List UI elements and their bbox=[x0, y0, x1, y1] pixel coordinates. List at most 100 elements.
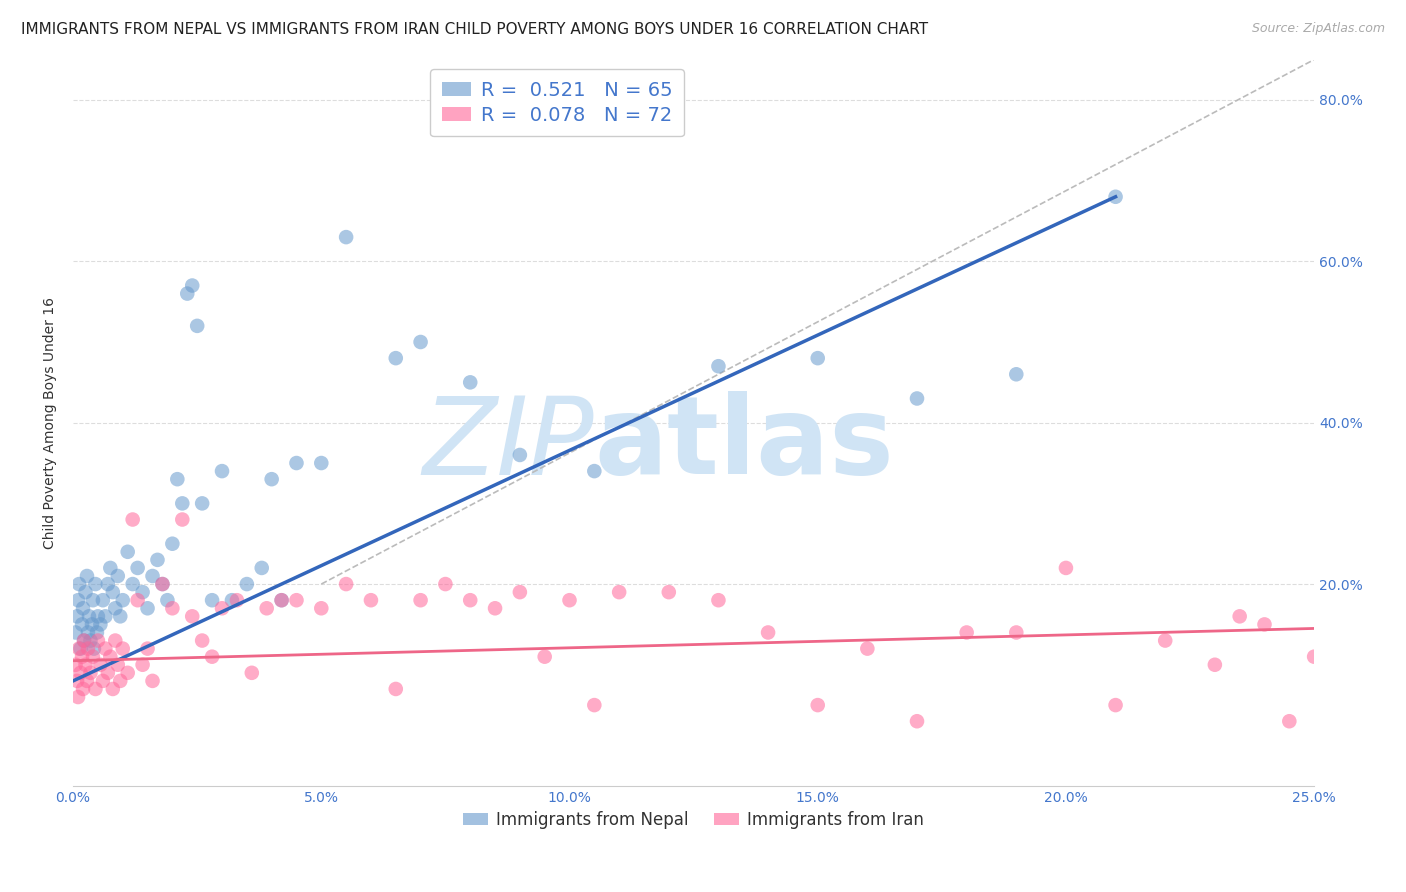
Point bbox=[141, 673, 163, 688]
Point bbox=[409, 593, 432, 607]
Point bbox=[583, 698, 606, 712]
Point bbox=[107, 569, 129, 583]
Point bbox=[201, 649, 224, 664]
Point bbox=[70, 617, 93, 632]
Point bbox=[956, 625, 979, 640]
Point bbox=[101, 681, 124, 696]
Point bbox=[256, 601, 278, 615]
Point bbox=[67, 690, 90, 704]
Point bbox=[79, 665, 101, 680]
Point bbox=[905, 714, 928, 729]
Point bbox=[250, 561, 273, 575]
Point bbox=[1303, 649, 1326, 664]
Point bbox=[87, 609, 110, 624]
Point bbox=[905, 392, 928, 406]
Point bbox=[807, 698, 830, 712]
Point bbox=[607, 585, 630, 599]
Point bbox=[69, 641, 91, 656]
Point bbox=[77, 609, 100, 624]
Point bbox=[77, 625, 100, 640]
Point bbox=[335, 230, 357, 244]
Point bbox=[558, 593, 581, 607]
Point bbox=[75, 585, 97, 599]
Point bbox=[211, 464, 233, 478]
Point bbox=[176, 286, 198, 301]
Point bbox=[1054, 561, 1077, 575]
Point bbox=[191, 496, 214, 510]
Point bbox=[89, 617, 111, 632]
Point bbox=[1104, 698, 1126, 712]
Point bbox=[807, 351, 830, 366]
Point bbox=[191, 633, 214, 648]
Point bbox=[72, 601, 94, 615]
Point bbox=[707, 359, 730, 374]
Point bbox=[84, 577, 107, 591]
Point bbox=[335, 577, 357, 591]
Point bbox=[110, 673, 132, 688]
Point bbox=[1204, 657, 1226, 672]
Point bbox=[94, 641, 117, 656]
Point bbox=[1154, 633, 1177, 648]
Point bbox=[75, 657, 97, 672]
Point bbox=[186, 318, 208, 333]
Text: ZIP: ZIP bbox=[423, 392, 595, 497]
Point bbox=[94, 609, 117, 624]
Point bbox=[152, 577, 174, 591]
Point bbox=[69, 665, 91, 680]
Point bbox=[127, 561, 149, 575]
Point bbox=[67, 641, 90, 656]
Point bbox=[311, 456, 333, 470]
Point bbox=[434, 577, 457, 591]
Point bbox=[65, 657, 87, 672]
Point bbox=[104, 601, 127, 615]
Point bbox=[172, 496, 194, 510]
Point bbox=[76, 569, 98, 583]
Text: atlas: atlas bbox=[595, 392, 894, 498]
Point bbox=[260, 472, 283, 486]
Point bbox=[1253, 617, 1275, 632]
Y-axis label: Child Poverty Among Boys Under 16: Child Poverty Among Boys Under 16 bbox=[44, 297, 58, 549]
Point bbox=[111, 641, 134, 656]
Point bbox=[152, 577, 174, 591]
Point bbox=[67, 593, 90, 607]
Point bbox=[97, 665, 120, 680]
Point bbox=[1104, 190, 1126, 204]
Point bbox=[311, 601, 333, 615]
Point bbox=[360, 593, 382, 607]
Point bbox=[98, 561, 121, 575]
Point bbox=[89, 657, 111, 672]
Point bbox=[156, 593, 179, 607]
Point bbox=[79, 633, 101, 648]
Point bbox=[409, 334, 432, 349]
Point bbox=[83, 641, 105, 656]
Point bbox=[201, 593, 224, 607]
Point bbox=[136, 601, 159, 615]
Legend: Immigrants from Nepal, Immigrants from Iran: Immigrants from Nepal, Immigrants from I… bbox=[457, 805, 931, 836]
Point bbox=[458, 593, 481, 607]
Point bbox=[97, 577, 120, 591]
Point bbox=[181, 609, 204, 624]
Point bbox=[104, 633, 127, 648]
Text: Source: ZipAtlas.com: Source: ZipAtlas.com bbox=[1251, 22, 1385, 36]
Point bbox=[226, 593, 249, 607]
Point bbox=[270, 593, 292, 607]
Point bbox=[211, 601, 233, 615]
Point bbox=[484, 601, 506, 615]
Point bbox=[77, 641, 100, 656]
Point bbox=[285, 593, 308, 607]
Point bbox=[65, 625, 87, 640]
Point bbox=[82, 649, 104, 664]
Point bbox=[236, 577, 259, 591]
Point bbox=[73, 633, 96, 648]
Point bbox=[70, 649, 93, 664]
Point bbox=[87, 633, 110, 648]
Point bbox=[162, 537, 184, 551]
Point bbox=[146, 553, 169, 567]
Point bbox=[66, 673, 89, 688]
Point bbox=[707, 593, 730, 607]
Point bbox=[84, 681, 107, 696]
Point bbox=[131, 585, 153, 599]
Text: IMMIGRANTS FROM NEPAL VS IMMIGRANTS FROM IRAN CHILD POVERTY AMONG BOYS UNDER 16 : IMMIGRANTS FROM NEPAL VS IMMIGRANTS FROM… bbox=[21, 22, 928, 37]
Point bbox=[1005, 368, 1028, 382]
Point bbox=[66, 609, 89, 624]
